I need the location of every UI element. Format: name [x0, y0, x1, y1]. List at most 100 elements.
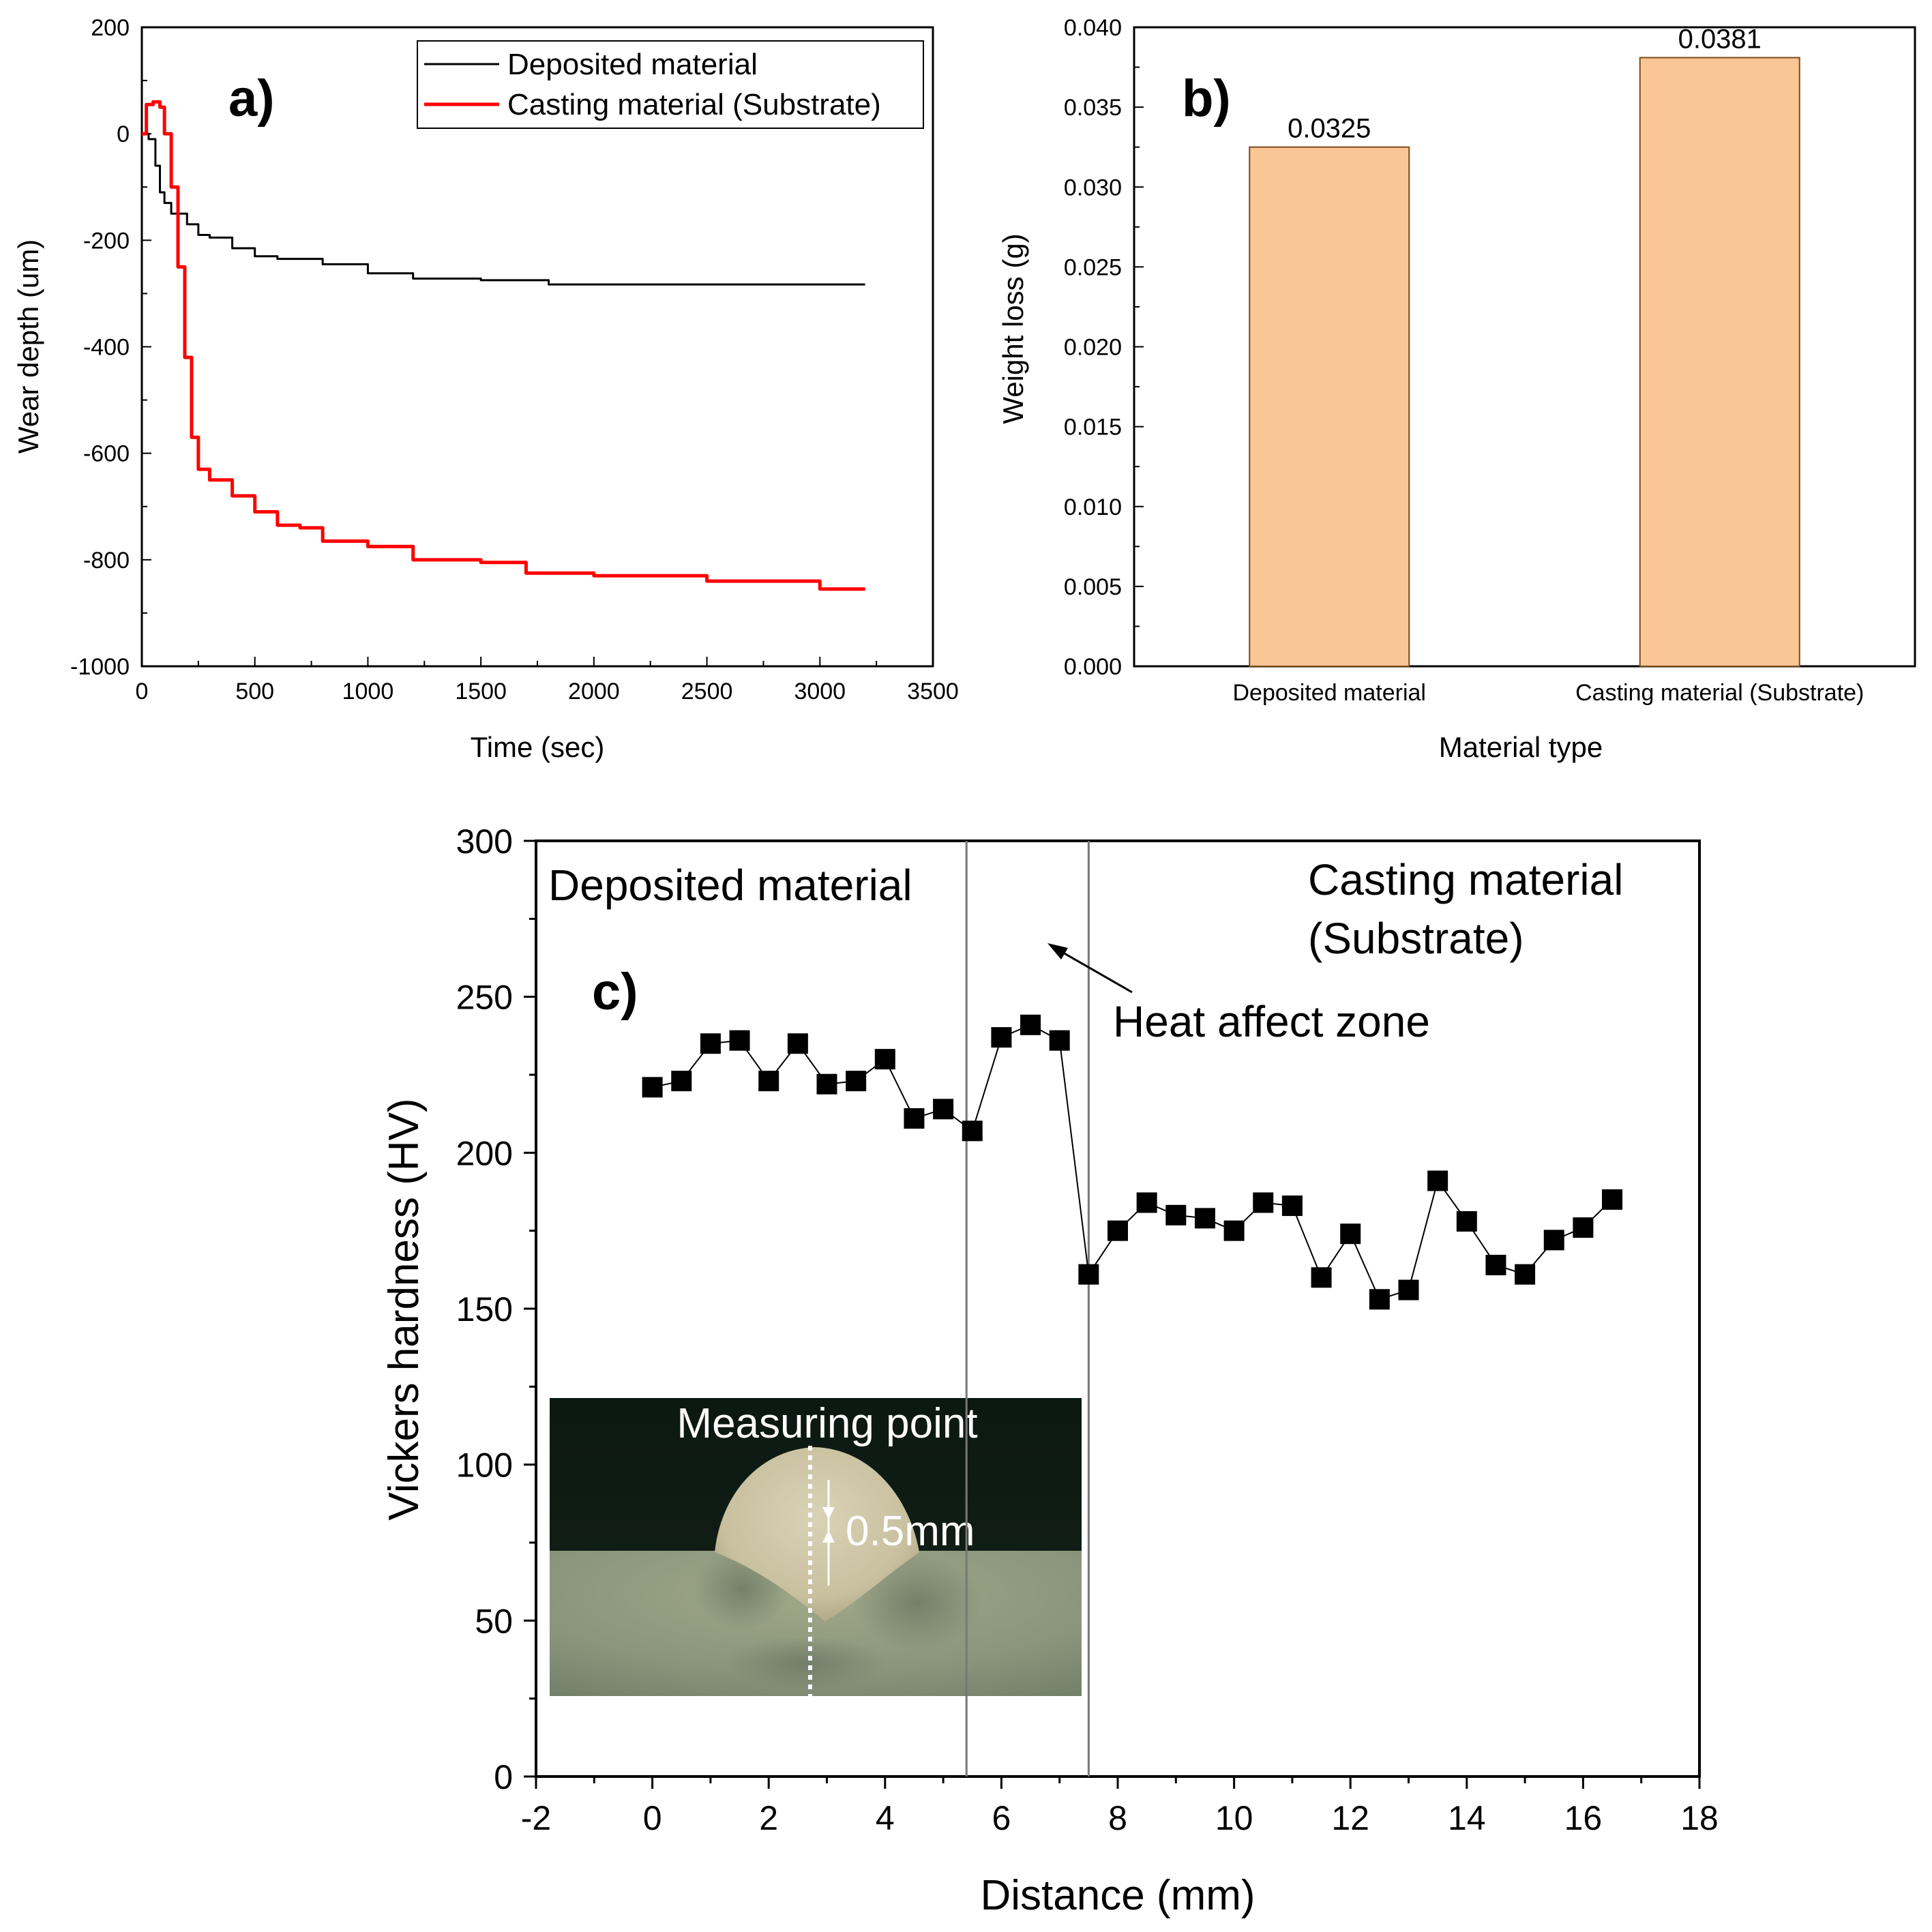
y-tick-label: 250 — [456, 979, 513, 1017]
y-tick-label: 0 — [117, 121, 130, 147]
panel-b-label: b) — [1182, 70, 1231, 128]
x-tick-label: 2500 — [681, 679, 733, 704]
x-tick-label: 4 — [876, 1799, 895, 1837]
x-tick-label: 14 — [1448, 1799, 1486, 1837]
data-point-marker — [1515, 1264, 1536, 1285]
data-point-marker — [1311, 1267, 1332, 1288]
y-tick-label: 150 — [456, 1290, 513, 1328]
inset-weld-bead — [715, 1447, 919, 1622]
x-tick-label: 8 — [1108, 1799, 1127, 1837]
y-tick-label: -200 — [83, 228, 130, 254]
y-tick-label: 300 — [456, 822, 513, 861]
data-point-marker — [1108, 1220, 1128, 1241]
panel-c-x-axis-title: Distance (mm) — [980, 1872, 1255, 1919]
data-point-marker — [933, 1099, 954, 1120]
series-line-casting — [142, 100, 865, 591]
bar-value-label: 0.0381 — [1678, 25, 1762, 55]
bar — [1639, 57, 1800, 667]
y-tick-label: 200 — [91, 15, 130, 41]
x-tick-label: -2 — [521, 1799, 551, 1837]
inset-haz-right — [852, 1555, 982, 1650]
y-tick-label: 0.000 — [1064, 654, 1122, 680]
data-point-marker — [991, 1027, 1012, 1048]
x-tick-label: 1000 — [342, 679, 394, 704]
inset-dimension-label: 0.5mm — [846, 1508, 975, 1555]
x-tick-label: 3500 — [907, 679, 959, 704]
y-tick-label: 0.025 — [1064, 254, 1122, 280]
region-label-casting-line2: (Substrate) — [1308, 914, 1524, 963]
x-tick-label: 0 — [643, 1799, 662, 1837]
data-point-marker — [787, 1033, 808, 1054]
inset-title: Measuring point — [677, 1400, 977, 1447]
series-line-deposited — [142, 132, 865, 286]
bar — [1249, 146, 1410, 667]
panel-a-y-axis-title: Wear depth (um) — [12, 239, 44, 454]
inset-dim-arrowhead-up — [822, 1530, 835, 1543]
data-point-marker — [1253, 1192, 1274, 1213]
data-point-marker — [1369, 1289, 1390, 1310]
y-tick-label: 0.020 — [1064, 335, 1122, 361]
data-point-marker — [1223, 1220, 1245, 1241]
data-point-marker — [1602, 1189, 1623, 1210]
y-tick-label: 100 — [456, 1446, 513, 1485]
panel-a-series — [142, 100, 865, 591]
x-tick-label: 2 — [759, 1799, 778, 1837]
data-point-marker — [962, 1120, 983, 1142]
y-tick-label: 0.040 — [1064, 15, 1122, 41]
panel-b-x-axis-title: Material type — [1439, 731, 1603, 763]
data-point-marker — [1281, 1195, 1303, 1217]
panel-a-label: a) — [228, 70, 275, 128]
panel-a-gridticks: 0 500 1000 1500 2000 2500 3000 3500-1000-800-60… — [70, 15, 959, 704]
series-line-hardness — [652, 1024, 1613, 1301]
x-tick-label: 0 — [136, 679, 149, 704]
data-point-marker — [1543, 1230, 1564, 1251]
y-tick-label: 0.035 — [1064, 95, 1122, 121]
data-point-marker — [1398, 1279, 1419, 1301]
x-tick-label: 1500 — [455, 679, 507, 704]
data-point-marker — [729, 1030, 750, 1051]
y-tick-label: -600 — [83, 441, 130, 467]
data-point-marker — [904, 1108, 925, 1129]
bar-value-label: 0.0325 — [1288, 114, 1371, 144]
data-point-marker — [1573, 1217, 1594, 1238]
y-tick-label: 0.005 — [1064, 574, 1122, 600]
x-tick-label: 6 — [992, 1799, 1011, 1837]
data-point-marker — [671, 1071, 692, 1092]
data-point-marker — [1456, 1210, 1477, 1232]
panel-b-ticks: 0.000 0.005 0.010 0.015 0.020 0.025 0.030 0.035… — [1064, 15, 1864, 706]
x-tick-label: Casting material (Substrate) — [1575, 680, 1864, 706]
y-tick-label: 0.010 — [1064, 494, 1122, 520]
panel-c-label: c) — [592, 963, 638, 1021]
data-point-marker — [1078, 1264, 1099, 1285]
panel-a-legend: Deposited material Casting material (Sub… — [417, 40, 924, 129]
panel-c-vlines — [965, 841, 1090, 1777]
y-tick-label: -400 — [83, 335, 130, 361]
data-point-marker — [1194, 1208, 1215, 1229]
data-point-marker — [700, 1033, 721, 1054]
region-label-casting-line1: Casting material — [1308, 855, 1623, 904]
data-point-marker — [816, 1073, 837, 1095]
data-point-marker — [1020, 1014, 1041, 1035]
data-point-marker — [1340, 1223, 1361, 1245]
y-tick-label: 50 — [475, 1602, 513, 1640]
panel-b-bars: 0.0325 0.0381 — [1249, 25, 1800, 667]
panel-a: 0 500 1000 1500 2000 2500 3000 3500-1000-800-60… — [12, 15, 959, 763]
x-tick-label: 16 — [1564, 1799, 1603, 1837]
panel-b: 0.000 0.005 0.010 0.015 0.020 0.025 0.030 0.035… — [997, 15, 1916, 763]
panel-a-x-axis-title: Time (sec) — [471, 731, 605, 763]
y-tick-label: 0.030 — [1064, 175, 1122, 200]
legend-label-casting: Casting material (Substrate) — [507, 88, 881, 121]
haz-annotation-label: Heat affect zone — [1113, 997, 1430, 1046]
data-point-marker — [1485, 1254, 1506, 1275]
panel-c-y-axis-title: Vickers hardness (HV) — [381, 1098, 428, 1520]
data-point-marker — [1427, 1170, 1448, 1191]
x-tick-label: 12 — [1331, 1799, 1369, 1837]
inset-haz-bottom — [723, 1637, 887, 1691]
y-tick-label: 0.015 — [1064, 415, 1122, 441]
data-point-marker — [846, 1071, 867, 1092]
panel-c-series — [642, 1014, 1623, 1310]
x-tick-label: Deposited material — [1233, 680, 1426, 706]
